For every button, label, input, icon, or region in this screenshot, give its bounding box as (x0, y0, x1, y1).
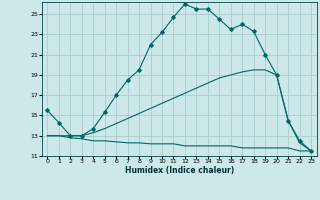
X-axis label: Humidex (Indice chaleur): Humidex (Indice chaleur) (124, 166, 234, 175)
